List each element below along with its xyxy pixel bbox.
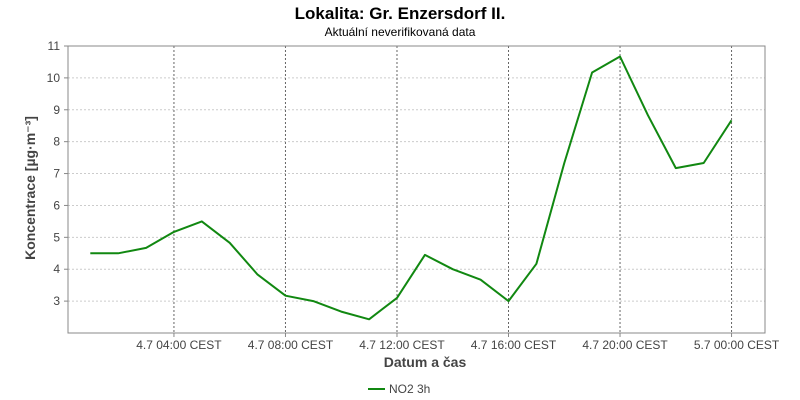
y-axis-ticks: 3 4 5 6 7 8 9 10 11 xyxy=(47,39,68,308)
plot-background xyxy=(68,46,765,333)
y-tick-label: 5 xyxy=(53,230,60,244)
chart-subtitle: Aktuální neverifikovaná data xyxy=(325,25,476,39)
x-tick-label: 4.7 08:00 CEST xyxy=(248,338,334,352)
x-tick-label: 4.7 20:00 CEST xyxy=(582,338,668,352)
x-axis-ticks: 4.7 04:00 CEST 4.7 08:00 CEST 4.7 12:00 CE… xyxy=(136,333,780,352)
chart-title: Lokalita: Gr. Enzersdorf II. xyxy=(295,4,506,23)
y-tick-label: 8 xyxy=(53,135,60,149)
y-tick-label: 6 xyxy=(53,198,60,212)
x-tick-label: 4.7 04:00 CEST xyxy=(136,338,222,352)
x-tick-label: 4.7 12:00 CEST xyxy=(359,338,445,352)
y-tick-label: 7 xyxy=(53,167,60,181)
y-tick-label: 3 xyxy=(53,294,60,308)
x-tick-label: 5.7 00:00 CEST xyxy=(694,338,780,352)
x-tick-label: 4.7 16:00 CEST xyxy=(471,338,557,352)
y-tick-label: 10 xyxy=(47,71,61,85)
legend: NO2 3h xyxy=(368,382,430,396)
x-axis-label: Datum a čas xyxy=(384,354,467,370)
y-tick-label: 9 xyxy=(53,103,60,117)
y-axis-label: Koncentrace [µg·m⁻³] xyxy=(22,116,38,260)
series-line-no2 xyxy=(90,55,733,321)
legend-label: NO2 3h xyxy=(389,382,430,396)
plot-area xyxy=(67,45,766,334)
series-layer xyxy=(90,55,733,321)
plot-frame xyxy=(67,45,766,334)
y-tick-label: 4 xyxy=(53,262,60,276)
y-tick-label: 11 xyxy=(48,39,61,53)
